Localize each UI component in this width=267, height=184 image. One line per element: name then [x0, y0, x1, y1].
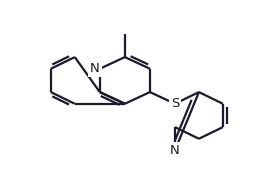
Text: S: S — [171, 97, 179, 110]
Text: N: N — [90, 62, 100, 75]
Text: N: N — [170, 144, 180, 157]
